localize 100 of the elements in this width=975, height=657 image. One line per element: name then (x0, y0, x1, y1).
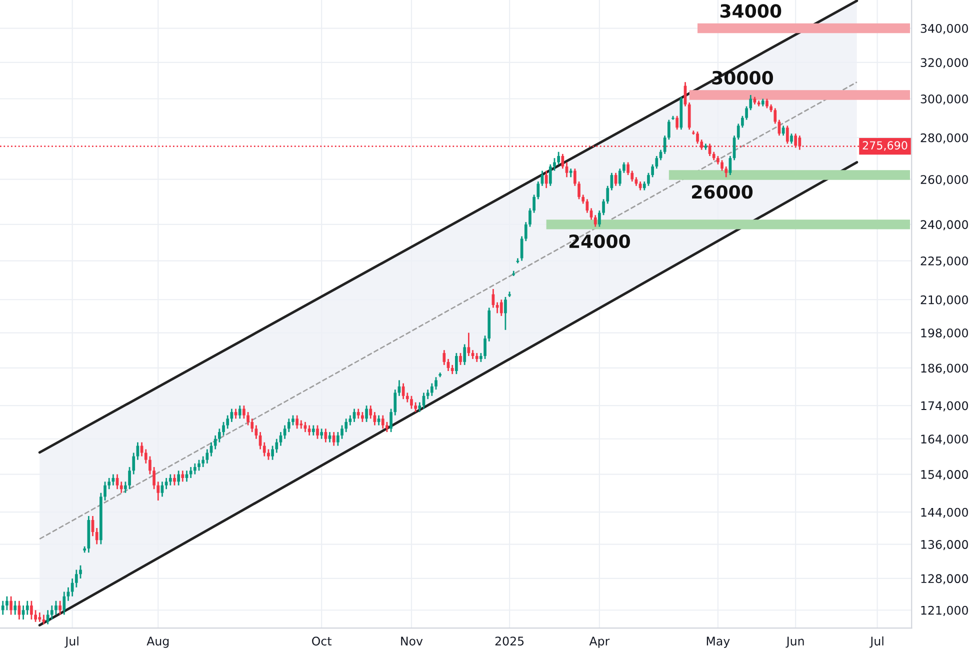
candlestick (766, 98, 768, 109)
candlestick (10, 596, 12, 616)
candlestick (442, 349, 446, 366)
candlestick (394, 388, 397, 416)
candlestick (246, 411, 250, 426)
candlestick (381, 414, 384, 430)
series-label: 34000 (720, 4, 782, 18)
candlestick (26, 600, 29, 616)
candlestick (34, 609, 37, 623)
candlestick (553, 157, 556, 172)
candlestick (271, 445, 274, 461)
candlestick (144, 448, 148, 464)
candlestick (434, 376, 438, 390)
candlestick (287, 418, 290, 433)
y-tick-label: 300,000 (920, 94, 968, 105)
candlestick (745, 106, 748, 120)
candlestick (626, 162, 630, 176)
y-tick-label: 260,000 (920, 175, 968, 186)
candlestick (226, 414, 230, 430)
candlestick (377, 414, 380, 426)
candlestick (193, 462, 196, 475)
y-tick-label: 154,000 (921, 470, 968, 480)
candlestick (30, 600, 33, 620)
candlestick (606, 185, 610, 204)
candlestick (344, 418, 348, 433)
y-tick-label: 340,000 (920, 24, 968, 34)
candlestick (79, 564, 82, 580)
series-label: 26000 (692, 185, 753, 199)
candlestick (222, 421, 225, 436)
candlestick (164, 477, 168, 490)
candlestick (177, 470, 180, 486)
x-tick-label: Jul (870, 636, 884, 648)
candlestick (369, 404, 372, 420)
candlestick (459, 352, 462, 366)
x-tick-label: Oct (312, 636, 332, 646)
y-tick-label: 144,000 (921, 508, 968, 518)
candlestick (74, 569, 78, 588)
y-tick-label: 198,000 (921, 328, 968, 339)
candlestick (528, 208, 532, 228)
candlestick (794, 132, 798, 148)
candlestick (189, 466, 192, 479)
candlestick (390, 408, 392, 433)
candlestick (95, 527, 98, 545)
candlestick (749, 94, 752, 111)
candlestick (316, 424, 319, 440)
y-tick-label: 320,000 (920, 58, 968, 68)
candlestick (548, 164, 552, 187)
candlestick (410, 395, 413, 410)
candlestick (594, 214, 597, 228)
candlestick (14, 600, 17, 616)
candlestick (418, 402, 422, 413)
series-label: 24000 (569, 234, 630, 248)
x-tick-label: May (706, 636, 730, 648)
x-tick-label: Jul (64, 636, 78, 648)
candlestick (22, 604, 25, 620)
candlestick (108, 477, 111, 490)
candlestick (38, 612, 42, 623)
candlestick (406, 392, 409, 404)
y-tick-label: 240,000 (920, 220, 968, 230)
candlestick (340, 424, 344, 440)
candlestick (630, 170, 634, 182)
candlestick (365, 404, 368, 423)
candlestick (386, 421, 388, 433)
x-tick-label: 2025 (495, 636, 524, 646)
candlestick (54, 600, 58, 616)
y-tick-label: 210,000 (920, 295, 968, 306)
candlestick (724, 166, 728, 178)
candlestick (1, 600, 4, 616)
candlestick (238, 404, 242, 420)
candlestick (618, 168, 622, 187)
x-tick-label: Aug (146, 636, 169, 648)
candlestick (58, 600, 62, 616)
candlestick (148, 456, 152, 475)
candlestick (544, 170, 548, 189)
candlestick (267, 448, 270, 461)
candlestick (156, 480, 160, 502)
candlestick (6, 596, 8, 611)
x-tick-label: Jun (786, 636, 804, 648)
candlestick (688, 102, 691, 130)
candlestick (250, 418, 254, 433)
candlestick (152, 466, 156, 490)
candlestick (348, 414, 352, 426)
candlestick (283, 424, 286, 440)
candlestick (42, 614, 46, 625)
candlestick (128, 466, 131, 490)
candlestick (720, 159, 724, 172)
y-tick-label: 128,000 (921, 574, 968, 584)
candlestick (573, 168, 576, 187)
candlestick (336, 431, 340, 446)
candlestick (132, 452, 136, 475)
candlestick (104, 480, 106, 502)
candlestick (463, 344, 466, 366)
candlestick (696, 130, 699, 144)
candlestick (62, 591, 66, 616)
candlestick (206, 448, 209, 464)
candlestick (602, 198, 605, 216)
candlestick (467, 332, 470, 357)
candlestick (332, 431, 336, 446)
candlestick (120, 480, 123, 494)
candlestick (561, 153, 564, 170)
